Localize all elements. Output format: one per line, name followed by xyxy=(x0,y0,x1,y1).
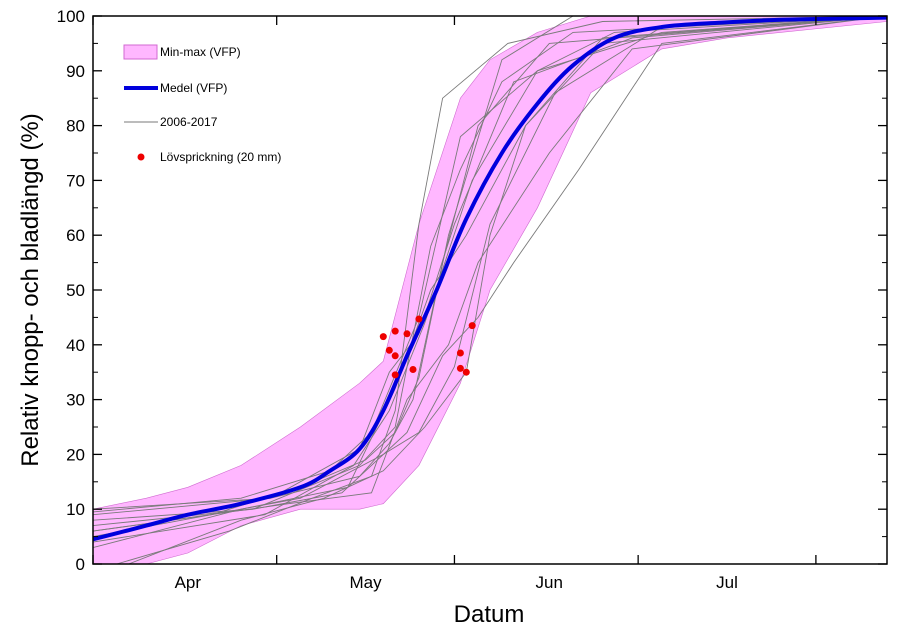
axes-layer: 0 10 20 30 40 50 60 70 80 90 100 Apr May Jun Jul xyxy=(57,7,888,592)
leafout-point-2 xyxy=(385,346,393,354)
legend-swatch-band xyxy=(123,44,158,60)
y-tick-label: 90 xyxy=(66,62,85,81)
year-series-line-9 xyxy=(93,16,887,532)
leafout-point-4 xyxy=(391,352,399,360)
y-tick-label: 50 xyxy=(66,281,85,300)
leafout-point-8 xyxy=(415,315,423,323)
x-tick-label: May xyxy=(350,573,383,592)
y-tick-label: 0 xyxy=(76,555,85,574)
legend-label: Lövsprickning (20 mm) xyxy=(160,150,281,164)
x-axis-title: Datum xyxy=(454,601,525,628)
y-tick-label: 20 xyxy=(66,445,85,464)
y-tick-label: 10 xyxy=(66,500,85,519)
legend-swatch-dot xyxy=(137,153,145,161)
leafout-point-6 xyxy=(403,330,411,338)
year-series-line-8 xyxy=(93,16,887,510)
y-tick-label: 40 xyxy=(66,336,85,355)
y-tick-label: 70 xyxy=(66,171,85,190)
legend-label: 2006-2017 xyxy=(160,115,218,129)
y-tick-label: 60 xyxy=(66,226,85,245)
y-tick-label: 30 xyxy=(66,391,85,410)
year-series-line-3 xyxy=(116,16,887,564)
x-tick-label: Jul xyxy=(716,573,738,592)
year-series-line-4 xyxy=(93,16,887,549)
x-tick-label: Apr xyxy=(175,573,202,592)
year-series-line-12 xyxy=(93,16,887,543)
leafout-point-3 xyxy=(391,327,399,335)
leafout-point-12 xyxy=(468,322,476,330)
y-tick-label: 80 xyxy=(66,117,85,136)
min-max-band xyxy=(93,16,887,564)
year-series-line-6 xyxy=(93,16,887,527)
year-series-line-10 xyxy=(93,16,887,521)
min-max-band-layer xyxy=(93,16,887,564)
leafout-point-10 xyxy=(456,364,464,372)
mean-line-layer xyxy=(93,16,887,542)
legend-label: Min-max (VFP) xyxy=(160,45,241,59)
leafout-points-layer xyxy=(379,315,476,379)
leafout-point-1 xyxy=(379,333,387,341)
leafout-point-11 xyxy=(462,368,470,376)
leafout-point-9 xyxy=(456,349,464,357)
legend-label: Medel (VFP) xyxy=(160,81,227,95)
leafout-point-5 xyxy=(391,371,399,379)
year-series-line-11 xyxy=(93,16,887,538)
y-tick-label: 100 xyxy=(57,7,85,26)
year-series-line-7 xyxy=(128,16,887,564)
x-tick-label: Jun xyxy=(536,573,563,592)
legend: Min-max (VFP) Medel (VFP) 2006-2017 Lövspri… xyxy=(123,44,281,164)
y-axis-title: Relativ knopp- och bladlängd (%) xyxy=(17,113,44,467)
mean-line xyxy=(93,16,887,542)
leafout-point-7 xyxy=(409,366,417,373)
